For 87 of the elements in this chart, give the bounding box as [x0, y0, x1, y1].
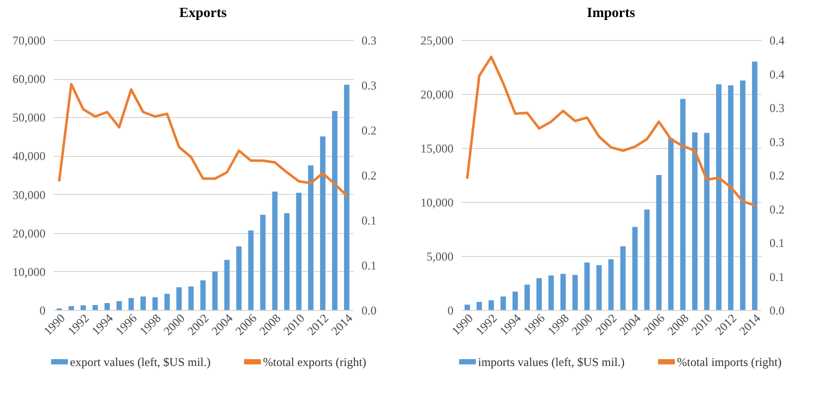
y-tick-label: 20,000: [420, 88, 454, 102]
bar: [680, 98, 686, 310]
bar: [548, 275, 554, 310]
y-tick-label: 15,000: [420, 142, 454, 156]
bar: [200, 280, 206, 310]
line-series: [466, 56, 756, 207]
bar: [188, 286, 194, 310]
bar: [752, 62, 758, 310]
bar: [212, 271, 218, 310]
y-tick-label: 40,000: [12, 149, 46, 164]
bar: [704, 132, 710, 310]
y2-tick-label: 0.3: [770, 134, 784, 149]
y2-tick-label: 0.3: [770, 101, 784, 115]
bar: [524, 284, 530, 310]
bar: [644, 210, 650, 310]
y2-tick-label: 0.4: [770, 67, 784, 82]
bar: [536, 278, 542, 310]
y2-tick-label: 0.3: [362, 78, 376, 92]
bar: [116, 301, 122, 310]
y-tick-label: 10,000: [12, 264, 46, 279]
y-tick-label: 60,000: [12, 72, 46, 86]
bar: [236, 246, 242, 310]
bar: [512, 292, 518, 310]
bar: [68, 306, 74, 310]
y2-tick-label: 0.4: [770, 34, 784, 48]
y2-tick-label: 0.1: [770, 270, 784, 284]
legend-label: imports values (left, $US mil.): [478, 354, 625, 369]
bar: [716, 84, 722, 310]
bar: [728, 85, 734, 310]
y2-tick-label: 0.1: [362, 214, 376, 228]
bar: [140, 296, 146, 310]
y-tick-label: 0: [448, 304, 454, 318]
y2-tick-label: 0.2: [770, 202, 784, 216]
legend-label: export values (left, $US mil.): [70, 354, 211, 369]
y2-tick-label: 0.0: [770, 304, 784, 318]
bar: [608, 259, 614, 310]
bar: [176, 287, 182, 310]
bar: [572, 274, 578, 310]
bar: [92, 304, 98, 310]
legend-label: %total exports (right): [263, 354, 366, 369]
y-tick-label: 30,000: [12, 188, 46, 202]
y-tick-label: 20,000: [12, 226, 46, 240]
bar: [332, 110, 338, 310]
y-tick-label: 10,000: [420, 196, 454, 210]
y-tick-label: 50,000: [12, 110, 46, 125]
bar: [272, 192, 278, 310]
bar: [476, 302, 482, 310]
y-tick-label: 0: [40, 304, 46, 318]
bar: [620, 246, 626, 310]
bar: [668, 138, 674, 310]
bar: [164, 294, 170, 310]
y-tick-label: 25,000: [420, 34, 454, 48]
bar: [656, 175, 662, 310]
y2-tick-label: 0.1: [362, 258, 376, 272]
bar: [248, 230, 254, 310]
bar: [224, 260, 230, 310]
bar: [464, 304, 470, 310]
y2-tick-label: 0.3: [362, 34, 376, 48]
bar: [596, 265, 602, 310]
bar: [632, 226, 638, 310]
bar: [260, 214, 266, 310]
bar: [488, 300, 494, 310]
bar: [308, 165, 314, 310]
bar: [344, 84, 350, 310]
bar: [296, 192, 302, 310]
y2-tick-label: 0.2: [362, 124, 376, 138]
y2-tick-label: 0.2: [362, 168, 376, 182]
bar: [104, 303, 110, 310]
y-tick-label: 70,000: [12, 34, 46, 48]
bar: [80, 305, 86, 310]
bar: [692, 132, 698, 310]
chart-title: Imports: [586, 6, 636, 21]
y2-tick-label: 0.2: [770, 168, 784, 182]
chart-title: Exports: [179, 6, 228, 21]
y2-tick-label: 0.1: [770, 236, 784, 250]
bar: [128, 298, 134, 310]
bar: [320, 136, 326, 310]
y2-tick-label: 0.0: [362, 304, 376, 318]
line-series: [58, 82, 348, 197]
bar: [284, 213, 290, 310]
bar: [152, 297, 158, 310]
y-tick-label: 5,000: [426, 250, 454, 264]
bar: [560, 274, 566, 310]
bar: [740, 80, 746, 310]
bar: [500, 296, 506, 310]
bar: [584, 262, 590, 310]
legend-label: %total imports (right): [677, 354, 782, 369]
